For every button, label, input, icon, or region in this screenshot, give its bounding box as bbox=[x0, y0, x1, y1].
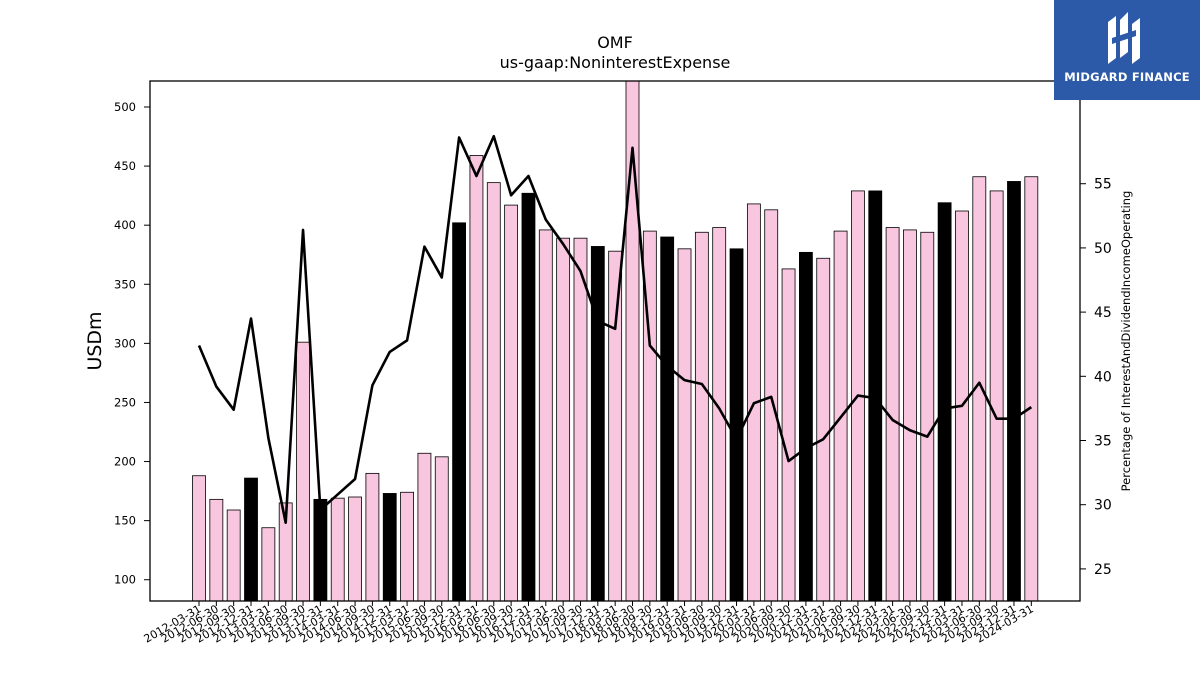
bar bbox=[521, 192, 536, 602]
bar bbox=[729, 248, 744, 602]
plot-frame bbox=[149, 80, 1081, 602]
bar bbox=[417, 452, 432, 602]
bar bbox=[573, 237, 588, 602]
y2-tick-label: 25 bbox=[1094, 562, 1112, 578]
line-series bbox=[197, 134, 1033, 524]
y2-tick-label: 45 bbox=[1094, 305, 1112, 321]
bar bbox=[1024, 176, 1039, 602]
bar bbox=[313, 498, 328, 602]
company-logo: MIDGARD FINANCE bbox=[1054, 0, 1200, 100]
y-tick-label: 250 bbox=[114, 395, 136, 409]
bar bbox=[244, 477, 258, 602]
y2-tick-label: 30 bbox=[1094, 498, 1112, 514]
bar bbox=[590, 246, 605, 602]
y-tick-label: 300 bbox=[114, 336, 136, 350]
bar bbox=[382, 493, 397, 602]
y-tick-label: 100 bbox=[114, 573, 136, 587]
bar bbox=[556, 237, 571, 602]
bar bbox=[400, 491, 414, 602]
bar bbox=[296, 341, 310, 602]
bar bbox=[677, 248, 692, 602]
bar bbox=[452, 222, 467, 602]
bar bbox=[816, 257, 831, 602]
y-axis-label: USDm bbox=[84, 311, 106, 370]
bar bbox=[937, 202, 952, 602]
bar bbox=[694, 231, 709, 602]
chart-subtitle: us-gaap:NoninterestExpense bbox=[500, 53, 731, 72]
y2-tick-label: 40 bbox=[1094, 369, 1112, 385]
bar bbox=[261, 527, 276, 602]
bar bbox=[348, 496, 362, 602]
y2-tick-label: 50 bbox=[1094, 241, 1112, 257]
y-tick-label: 450 bbox=[114, 159, 136, 173]
bar bbox=[504, 204, 519, 602]
bar bbox=[799, 251, 813, 602]
bar bbox=[920, 231, 935, 602]
bar bbox=[608, 250, 623, 602]
y-tick-label: 350 bbox=[114, 277, 136, 291]
bar bbox=[1007, 181, 1021, 602]
bar bbox=[209, 498, 224, 602]
y-tick-label: 500 bbox=[114, 100, 136, 114]
bar bbox=[469, 155, 484, 602]
bar bbox=[434, 456, 449, 602]
y-tick-label: 400 bbox=[114, 218, 136, 232]
y-tick-label: 150 bbox=[114, 514, 136, 528]
bar bbox=[330, 497, 345, 602]
bar bbox=[781, 268, 796, 602]
logo-mark-icon bbox=[1108, 12, 1140, 64]
bar bbox=[989, 190, 1004, 602]
y2-tick-label: 55 bbox=[1094, 177, 1112, 193]
bar bbox=[764, 209, 779, 602]
bar bbox=[868, 190, 883, 602]
bar bbox=[486, 182, 501, 602]
chart-title: OMF bbox=[597, 33, 633, 52]
y-tick-label: 200 bbox=[114, 455, 136, 469]
logo-text: MIDGARD FINANCE bbox=[1064, 70, 1190, 84]
bar bbox=[226, 509, 241, 602]
bar bbox=[660, 236, 675, 602]
bar bbox=[903, 229, 917, 602]
y2-axis-label: Percentage of InterestAndDividendIncomeO… bbox=[1119, 191, 1133, 492]
bar bbox=[192, 475, 206, 602]
y2-tick-label: 35 bbox=[1094, 434, 1112, 450]
bar bbox=[538, 229, 553, 602]
bar bbox=[365, 472, 380, 602]
